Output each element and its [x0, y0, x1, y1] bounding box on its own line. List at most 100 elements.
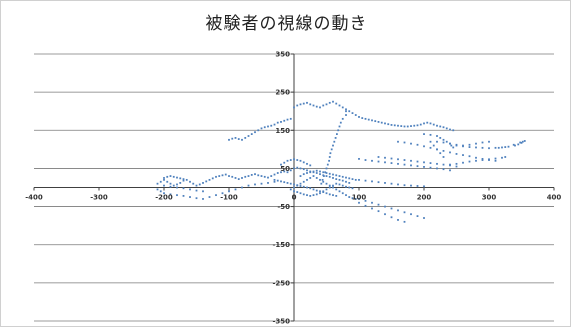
- data-point: [189, 188, 191, 191]
- data-point: [523, 140, 526, 142]
- data-point: [309, 171, 312, 174]
- data-point: [403, 220, 406, 223]
- data-point: [332, 173, 334, 176]
- data-point: [371, 159, 373, 162]
- x-tick-label: -400: [25, 194, 43, 202]
- data-point: [468, 160, 471, 163]
- data-point: [286, 171, 289, 174]
- data-point: [169, 193, 172, 196]
- data-point: [332, 184, 334, 187]
- data-point: [273, 178, 276, 181]
- data-point: [494, 159, 497, 162]
- data-point: [319, 178, 321, 181]
- data-point: [328, 186, 331, 189]
- data-point: [345, 176, 347, 179]
- data-point: [488, 158, 490, 161]
- data-point: [335, 182, 338, 185]
- data-point: [247, 135, 250, 137]
- data-point: [234, 137, 237, 139]
- data-point: [481, 159, 484, 161]
- data-point: [328, 172, 331, 175]
- data-point: [163, 192, 165, 195]
- data-point: [475, 142, 477, 145]
- data-point: [166, 175, 169, 178]
- data-point: [358, 201, 360, 204]
- data-point: [322, 180, 325, 183]
- data-point: [312, 194, 315, 197]
- data-point: [449, 151, 451, 154]
- data-point: [358, 198, 360, 200]
- data-point: [393, 124, 396, 127]
- data-point: [325, 188, 328, 191]
- data-point: [475, 146, 477, 149]
- data-point: [423, 166, 425, 168]
- data-point: [439, 125, 442, 128]
- data-point: [406, 125, 409, 128]
- data-point: [436, 162, 438, 165]
- data-point: [208, 196, 211, 198]
- data-point: [426, 121, 429, 124]
- data-point: [332, 177, 334, 179]
- data-point: [293, 190, 295, 193]
- data-point: [179, 182, 182, 184]
- data-point: [364, 179, 367, 182]
- data-point: [432, 123, 435, 126]
- data-point: [429, 166, 432, 169]
- data-point: [273, 173, 276, 176]
- data-point: [390, 216, 393, 219]
- data-point: [387, 123, 390, 126]
- data-point: [345, 110, 347, 113]
- data-point: [445, 127, 448, 130]
- data-point: [302, 168, 305, 171]
- x-tick-label: -300: [90, 194, 108, 202]
- data-point: [182, 178, 185, 181]
- data-point: [423, 122, 425, 125]
- data-point: [364, 199, 367, 202]
- y-tick-label: -250: [272, 279, 290, 287]
- data-point: [289, 117, 292, 120]
- data-point: [348, 196, 351, 198]
- data-point: [302, 161, 305, 164]
- data-point: [296, 191, 299, 193]
- data-point: [289, 159, 292, 161]
- data-point: [325, 192, 328, 195]
- data-point: [260, 127, 263, 130]
- data-point: [481, 157, 484, 160]
- data-point: [345, 114, 347, 116]
- y-tick-label: -50: [277, 203, 290, 211]
- x-tick-label: 300: [482, 194, 497, 202]
- data-point: [306, 169, 308, 172]
- data-point: [306, 101, 308, 104]
- data-point: [306, 178, 308, 181]
- data-point: [423, 133, 425, 135]
- data-point: [338, 104, 341, 107]
- data-point: [423, 185, 425, 188]
- data-point: [195, 197, 198, 200]
- data-point: [273, 180, 276, 183]
- data-point: [377, 210, 380, 213]
- data-points: [156, 100, 526, 223]
- data-point: [182, 179, 185, 182]
- y-tick-label: 50: [280, 165, 290, 173]
- data-point: [345, 108, 347, 111]
- data-point: [231, 137, 234, 140]
- data-point: [436, 148, 438, 151]
- data-point: [397, 158, 399, 161]
- data-point: [176, 194, 178, 197]
- data-point: [322, 104, 325, 107]
- data-point: [377, 160, 380, 163]
- data-point: [189, 196, 191, 198]
- data-point: [257, 174, 260, 177]
- data-point: [416, 160, 419, 163]
- data-point: [241, 177, 243, 179]
- data-point: [333, 140, 336, 143]
- data-point: [377, 120, 380, 123]
- data-point: [455, 153, 458, 155]
- data-point: [293, 106, 295, 109]
- data-point: [322, 190, 325, 193]
- data-point: [286, 118, 289, 121]
- data-point: [449, 164, 451, 167]
- data-point: [283, 161, 286, 164]
- data-point: [501, 146, 503, 149]
